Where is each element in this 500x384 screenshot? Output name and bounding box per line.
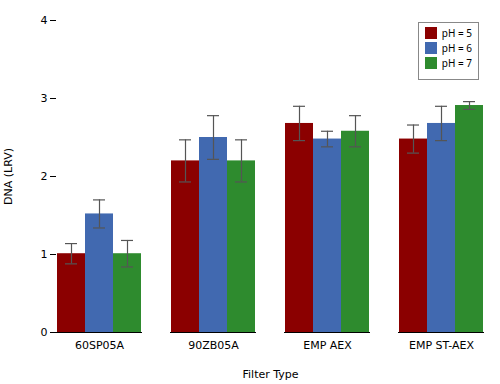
svg-text:EMP ST-AEX: EMP ST-AEX — [409, 339, 474, 352]
svg-text:1: 1 — [41, 248, 48, 261]
svg-text:60SP05A: 60SP05A — [75, 339, 125, 352]
svg-text:3: 3 — [41, 92, 48, 105]
svg-text:0: 0 — [41, 326, 48, 339]
html-text:pH = 5: pH = 5 — [441, 26, 472, 40]
svg-text:2: 2 — [41, 170, 48, 183]
svg-text:90ZB05A: 90ZB05A — [188, 339, 239, 352]
svg-text:4: 4 — [41, 14, 48, 27]
html-text:pH = 7: pH = 7 — [441, 56, 472, 70]
svg-text:DNA (LRV): DNA (LRV) — [2, 148, 15, 205]
html-text:pH = 6: pH = 6 — [441, 41, 472, 55]
svg-text:EMP AEX: EMP AEX — [303, 339, 352, 352]
svg-text:Filter Type: Filter Type — [242, 368, 298, 381]
